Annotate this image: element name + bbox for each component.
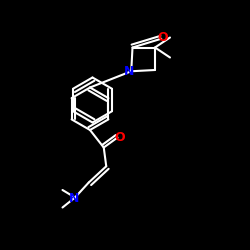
Text: O: O xyxy=(157,31,168,44)
Text: N: N xyxy=(124,65,134,78)
Text: O: O xyxy=(114,131,125,144)
Text: N: N xyxy=(68,192,79,205)
